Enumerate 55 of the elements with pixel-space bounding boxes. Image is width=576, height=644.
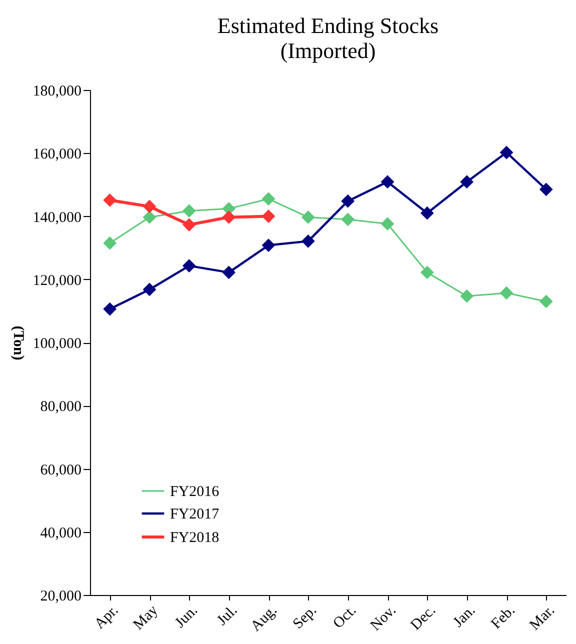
point (142, 282, 156, 296)
point (500, 286, 514, 300)
point (420, 266, 434, 280)
point (539, 182, 553, 196)
x-tick-label: Mar. (526, 602, 558, 634)
point (222, 266, 236, 280)
point (182, 259, 196, 273)
point (262, 192, 276, 206)
x-tick-label: Sep. (290, 602, 320, 632)
x-tick-label: Oct. (330, 602, 360, 632)
x-tick-label: May (130, 602, 162, 634)
chart-subtitle: (Imported) (280, 38, 376, 63)
point (341, 212, 355, 226)
point (262, 238, 276, 252)
x-tick-label: Jan. (450, 602, 479, 631)
x-tick-label: Apr. (92, 602, 122, 632)
point (222, 210, 236, 224)
y-tick-label: 180,000 (32, 84, 82, 100)
point (460, 289, 474, 303)
legend-label: FY2018 (170, 530, 220, 546)
x-tick-label: Aug. (248, 602, 280, 635)
point (262, 210, 276, 223)
point (380, 175, 394, 189)
point (142, 200, 156, 214)
point (500, 146, 514, 160)
point (103, 302, 117, 316)
point (341, 194, 355, 208)
x-tick-label: Nov. (368, 602, 400, 634)
point (539, 294, 553, 308)
x-tick-label: Jun. (172, 602, 201, 632)
x-tick-label: Dec. (408, 602, 439, 634)
y-tick-label: 20,000 (40, 588, 82, 604)
y-axis-title: (Ton) (10, 326, 26, 360)
y-tick-label: 60,000 (40, 462, 82, 478)
point (460, 175, 474, 189)
y-tick-label: 40,000 (40, 525, 82, 542)
y-tick-label: 160,000 (32, 146, 82, 163)
y-tick-label: 80,000 (40, 399, 82, 416)
point (380, 217, 394, 231)
point (182, 204, 196, 218)
point (301, 234, 315, 248)
point (301, 210, 315, 224)
x-tick-label: Feb. (488, 602, 518, 632)
point (103, 236, 117, 250)
y-tick-label: 140,000 (32, 210, 82, 226)
y-tick-label: 120,000 (32, 272, 82, 289)
y-tick-label: 100,000 (32, 336, 82, 352)
chart-title: Estimated Ending Stocks (217, 13, 439, 38)
x-tick-label: Jul. (214, 602, 241, 629)
point (182, 218, 196, 232)
legend-label: FY2017 (170, 506, 220, 522)
legend-label: FY2016 (170, 484, 220, 500)
point (420, 206, 434, 220)
point (142, 210, 156, 224)
point (103, 193, 117, 207)
